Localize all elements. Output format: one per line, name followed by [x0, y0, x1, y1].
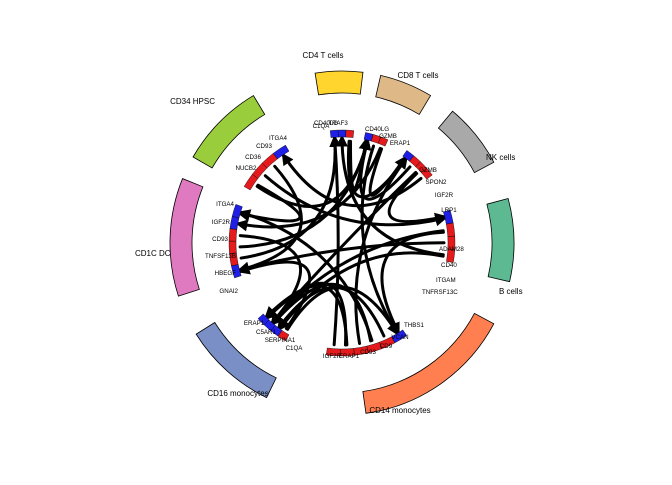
gene-label-cd1c-dc-cd93: CD93	[212, 236, 228, 243]
gene-segment-b-cells-cd40	[446, 222, 456, 237]
gene-segment-cd4-t-cells-c1qa	[329, 129, 339, 138]
cell-arc-layer	[169, 70, 515, 414]
gene-label-cd16-monocytes-c5ar1: C5AR1	[256, 329, 277, 336]
gene-label-cd14-monocytes-erap1: ERAP1	[339, 353, 360, 360]
gene-label-cd14-monocytes-cd93: CD93	[360, 349, 376, 356]
gene-segment-cd4-t-cells-traf3	[345, 129, 355, 138]
gene-label-nk-cells-lrp1: LRP1	[441, 207, 457, 214]
gene-label-cd4-t-cells-traf3: TRAF3	[328, 120, 348, 127]
gene-arc-layer	[228, 129, 456, 357]
cell-arc-cd1c-dc	[169, 178, 204, 297]
cell-label-cd16-monocytes: CD16 monocytes	[207, 389, 268, 398]
cell-arc-cd8-t-cells	[375, 74, 432, 115]
interaction-link-8	[336, 134, 445, 257]
gene-label-cd14-monocytes-cd9: CD9	[380, 343, 393, 350]
interaction-link-21	[349, 137, 371, 191]
gene-label-cd1c-dc-tnfsf13b: TNFSF13B	[205, 253, 236, 260]
cell-label-cd1c-dc: CD1C DC	[135, 249, 171, 258]
links-layer	[235, 134, 448, 347]
gene-label-b-cells-itgam: ITGAM	[436, 277, 456, 284]
gene-label-cd34-hpsc-cd36: CD36	[245, 154, 261, 161]
gene-label-cd16-monocytes-erap1: ERAP1	[244, 320, 265, 327]
cell-label-cd4-t-cells: CD4 T cells	[302, 51, 343, 60]
interaction-link-17	[238, 234, 302, 325]
interaction-link-29	[237, 183, 302, 223]
cell-label-cd34-hpsc: CD34 HPSC	[170, 97, 215, 106]
gene-segment-cd1c-dc-cd93	[228, 240, 237, 254]
cell-arc-cd14-monocytes	[362, 312, 495, 414]
interaction-link-25	[278, 251, 445, 331]
gene-label-b-cells-tnfrsf13c: TNFRSF13C	[422, 289, 458, 296]
interaction-link-28	[237, 260, 312, 330]
interaction-link-5	[281, 152, 423, 208]
gene-label-cd34-hpsc-nucb2: NUCB2	[236, 165, 258, 172]
gene-label-cd1c-dc-itga4: ITGA4	[216, 201, 234, 208]
gene-segment-cd14-monocytes-igf2r	[326, 347, 341, 357]
interaction-link-27	[265, 281, 348, 347]
gene-segment-cd8-t-cells-erap1	[377, 136, 389, 147]
gene-segment-cd34-hpsc-nucb2	[272, 144, 290, 160]
gene-label-cd34-hpsc-itga4: ITGA4	[269, 135, 287, 142]
cell-arc-b-cells	[486, 197, 515, 283]
gene-label-nk-cells-igf2r: IGF2R	[435, 192, 454, 199]
gene-label-cd14-monocytes-thbs1: THBS1	[404, 322, 425, 329]
interaction-link-19	[263, 174, 448, 227]
gene-label-cd34-hpsc-cd93: CD93	[256, 143, 272, 150]
gene-segment-cd16-monocytes-c1qa	[257, 313, 270, 326]
gene-label-cd1c-dc-igf2r: IGF2R	[212, 219, 231, 226]
interaction-link-15	[239, 134, 342, 260]
label-layer: CD4 T cells CD8 T cells NK cells B cells CD1…	[135, 51, 523, 415]
gene-label-cd8-t-cells-cd40lg: CD40LG	[365, 126, 389, 133]
gene-label-b-cells-adam28: ADAM28	[439, 246, 464, 253]
gene-label-cd14-monocytes-igf2r: IGF2R	[323, 353, 342, 360]
interaction-link-20	[237, 164, 303, 274]
gene-label-cd8-t-cells-gzmb: GZMB	[379, 133, 397, 140]
gene-label-b-cells-cd40: CD40	[441, 262, 457, 269]
interaction-link-22	[368, 147, 407, 197]
gene-label-cd16-monocytes-serpina1: SERPINA1	[265, 337, 296, 344]
gene-label-cd4-t-cells-cd40lg: CD40LG	[314, 120, 338, 127]
gene-label-cd14-monocytes-vcan: VCAN	[391, 334, 408, 341]
cell-arc-cd16-monocytes	[195, 321, 277, 399]
interaction-link-23	[387, 172, 448, 225]
cell-arc-nk-cells	[437, 110, 495, 174]
gene-label-nk-cells-spon2: SPON2	[426, 179, 448, 186]
gene-segment-b-cells-tnfrsf13c	[446, 248, 456, 263]
gene-label-cd1c-dc-hbegf: HBEGF	[215, 270, 237, 277]
gene-label-cd1c-dc-gnai2: GNAI2	[219, 288, 238, 295]
cell-label-nk-cells: NK cells	[486, 153, 515, 162]
interaction-link-26	[271, 282, 373, 343]
cell-label-cd14-monocytes: CD14 monocytes	[369, 406, 430, 415]
gene-segment-nk-cells-lrp1	[421, 167, 433, 180]
gene-label-cd8-t-cells-erap1: ERAP1	[390, 140, 411, 147]
cell-arc-cd4-t-cells	[314, 70, 364, 96]
interaction-link-24	[380, 230, 445, 335]
cell-arc-cd34-hpsc	[192, 95, 266, 169]
gene-label-nk-cells-gzmb: GZMB	[419, 167, 437, 174]
gene-segment-cd1c-dc-tnfsf13b	[228, 228, 238, 242]
gene-segment-cd4-t-cells-cd40lg	[337, 129, 347, 138]
interaction-link-11	[354, 156, 408, 345]
gene-label-cd4-t-cells-c1qa: C1QA	[313, 123, 331, 130]
cell-label-b-cells: B cells	[499, 287, 523, 296]
gene-label-cd16-monocytes-c1qa: C1QA	[286, 345, 304, 352]
gene-segment-cd1c-dc-gnai2	[231, 204, 243, 219]
cell-label-cd8-t-cells: CD8 T cells	[397, 71, 438, 80]
gene-segment-cd1c-dc-hbegf	[229, 216, 240, 230]
